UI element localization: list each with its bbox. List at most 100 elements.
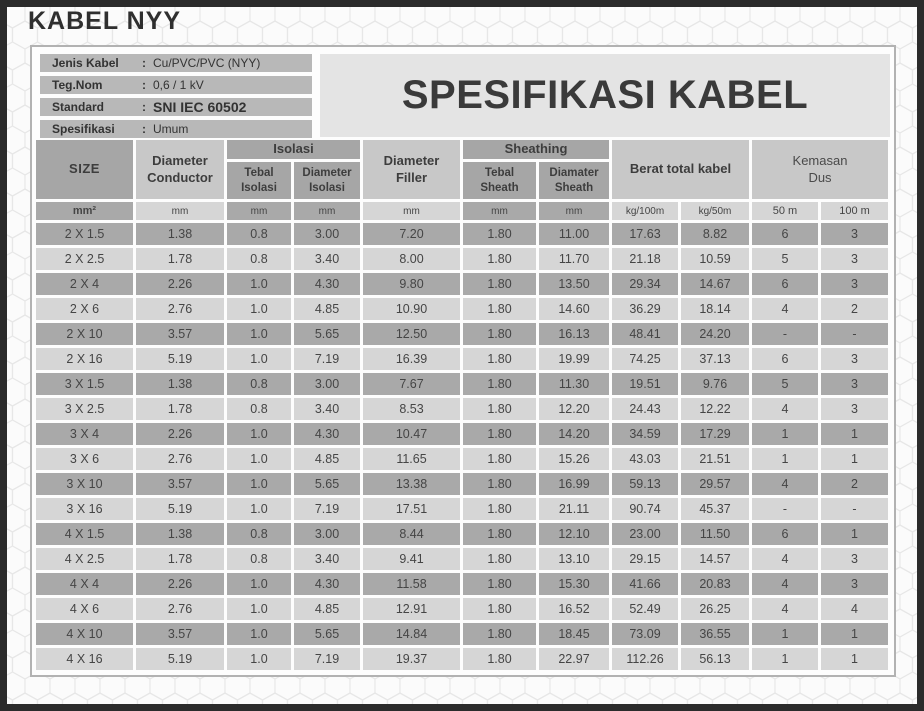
data-cell: 45.37 [681, 498, 749, 520]
data-cell: 0.8 [227, 523, 291, 545]
table-row: 3 X 1.5 1.38 0.8 3.00 7.67 1.80 11.30 19.51 9.76… [36, 373, 888, 395]
unit-cell: 50 m [752, 202, 818, 220]
data-cell: 4.85 [294, 298, 360, 320]
data-cell: 4.30 [294, 273, 360, 295]
group-header-kemasan-dus: Kemasan Dus [752, 140, 888, 199]
info-colon: : [142, 100, 146, 114]
unit-cell: kg/100m [612, 202, 678, 220]
data-cell: 14.67 [681, 273, 749, 295]
data-cell: 16.99 [539, 473, 609, 495]
data-cell: 16.39 [363, 348, 460, 370]
data-cell: 1.38 [136, 523, 224, 545]
data-cell: 1.80 [463, 423, 536, 445]
data-cell: 36.55 [681, 623, 749, 645]
data-cell: 14.60 [539, 298, 609, 320]
data-cell: 8.53 [363, 398, 460, 420]
info-label: Spesifikasi [52, 122, 115, 136]
data-cell: 1.0 [227, 648, 291, 670]
data-cell: 11.30 [539, 373, 609, 395]
unit-cell: mm [227, 202, 291, 220]
data-cell: 17.63 [612, 223, 678, 245]
data-cell: 3.57 [136, 623, 224, 645]
data-cell: 1.80 [463, 223, 536, 245]
data-cell: 1.0 [227, 473, 291, 495]
data-cell: 4 [752, 548, 818, 570]
data-cell: 5.65 [294, 623, 360, 645]
data-cell: 1 [752, 623, 818, 645]
data-cell: 7.20 [363, 223, 460, 245]
size-cell: 4 X 16 [36, 648, 133, 670]
data-cell: 56.13 [681, 648, 749, 670]
data-cell: 1.80 [463, 373, 536, 395]
data-cell: 3 [821, 398, 888, 420]
table-row: 3 X 2.5 1.78 0.8 3.40 8.53 1.80 12.20 24.43 12.2… [36, 398, 888, 420]
size-cell: 2 X 10 [36, 323, 133, 345]
data-cell: 23.00 [612, 523, 678, 545]
data-cell: 1.80 [463, 598, 536, 620]
data-cell: - [821, 498, 888, 520]
data-cell: 13.50 [539, 273, 609, 295]
data-cell: 1 [821, 623, 888, 645]
data-cell: 14.20 [539, 423, 609, 445]
data-cell: 9.76 [681, 373, 749, 395]
info-label: Teg.Nom [52, 78, 103, 92]
group-header-sheathing: Sheathing [463, 140, 609, 159]
table-row: 3 X 10 3.57 1.0 5.65 13.38 1.80 16.99 59.13 29.5… [36, 473, 888, 495]
data-cell: 59.13 [612, 473, 678, 495]
data-cell: 8.82 [681, 223, 749, 245]
data-cell: - [752, 323, 818, 345]
size-cell: 2 X 16 [36, 348, 133, 370]
size-cell: 2 X 2.5 [36, 248, 133, 270]
data-cell: 19.51 [612, 373, 678, 395]
data-cell: 1.80 [463, 398, 536, 420]
spec-title: SPESIFIKASI KABEL [401, 73, 809, 117]
info-row-teg-nom: Teg.Nom : 0,6 / 1 kV [40, 76, 312, 94]
data-cell: 5.19 [136, 498, 224, 520]
data-cell: 0.8 [227, 248, 291, 270]
column-header-size: SIZE [36, 140, 133, 199]
table-row: 2 X 6 2.76 1.0 4.85 10.90 1.80 14.60 36.29 18.14… [36, 298, 888, 320]
data-cell: 3.57 [136, 473, 224, 495]
unit-cell: mm [294, 202, 360, 220]
info-value: Umum [153, 122, 189, 136]
data-cell: 1.0 [227, 348, 291, 370]
data-cell: 24.20 [681, 323, 749, 345]
data-cell: 8.00 [363, 248, 460, 270]
data-cell: 6 [752, 223, 818, 245]
table-row: 3 X 16 5.19 1.0 7.19 17.51 1.80 21.11 90.74 45.3… [36, 498, 888, 520]
table-row: 2 X 2.5 1.78 0.8 3.40 8.00 1.80 11.70 21.18 10.5… [36, 248, 888, 270]
info-value: Cu/PVC/PVC (NYY) [153, 56, 261, 70]
data-cell: 3.57 [136, 323, 224, 345]
data-cell: 12.10 [539, 523, 609, 545]
data-cell: 20.83 [681, 573, 749, 595]
unit-cell: 100 m [821, 202, 888, 220]
data-cell: 2.76 [136, 298, 224, 320]
data-cell: 1.80 [463, 573, 536, 595]
data-cell: 21.18 [612, 248, 678, 270]
data-cell: 3 [821, 248, 888, 270]
data-cell: 18.45 [539, 623, 609, 645]
table-row: 3 X 6 2.76 1.0 4.85 11.65 1.80 15.26 43.03 21.51… [36, 448, 888, 470]
data-cell: 0.8 [227, 373, 291, 395]
data-cell: 3 [821, 573, 888, 595]
data-cell: 2.76 [136, 598, 224, 620]
data-cell: 0.8 [227, 548, 291, 570]
data-cell: 1.80 [463, 348, 536, 370]
data-cell: 11.58 [363, 573, 460, 595]
data-cell: 1.0 [227, 498, 291, 520]
table-row: 2 X 16 5.19 1.0 7.19 16.39 1.80 19.99 74.25 37.1… [36, 348, 888, 370]
data-cell: 2.26 [136, 573, 224, 595]
info-colon: : [142, 78, 146, 92]
data-cell: 26.25 [681, 598, 749, 620]
size-cell: 3 X 2.5 [36, 398, 133, 420]
data-cell: 90.74 [612, 498, 678, 520]
column-header-diameter-filler: Diameter Filler [363, 140, 460, 199]
data-cell: 4 [752, 298, 818, 320]
data-cell: 2.26 [136, 423, 224, 445]
data-cell: 6 [752, 523, 818, 545]
data-cell: 16.52 [539, 598, 609, 620]
data-cell: 1.78 [136, 548, 224, 570]
data-cell: 1.0 [227, 598, 291, 620]
size-cell: 3 X 4 [36, 423, 133, 445]
